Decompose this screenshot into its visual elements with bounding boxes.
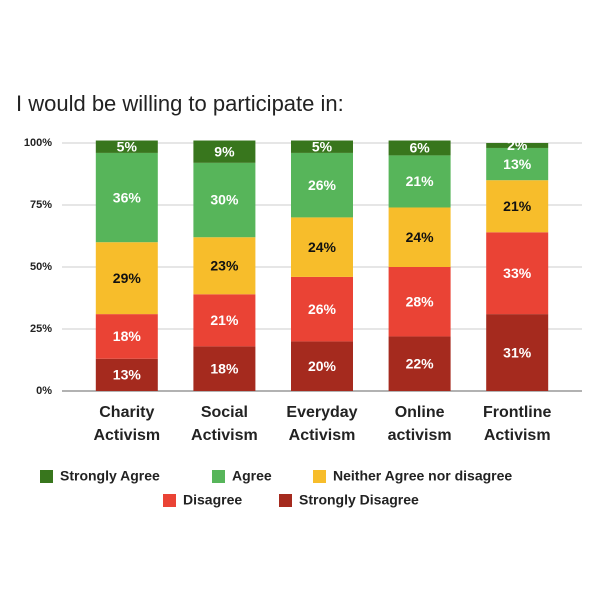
x-tick-label-line: Frontline bbox=[483, 404, 552, 421]
bar-segment bbox=[95, 140, 158, 153]
bar-segment bbox=[95, 314, 158, 359]
data-label: 26% bbox=[308, 177, 337, 193]
bar-segment bbox=[291, 341, 353, 391]
data-label: 5% bbox=[117, 138, 138, 154]
bar-segment bbox=[193, 140, 256, 163]
y-tick-label: 0% bbox=[36, 385, 52, 397]
x-tick-label-line: Activism bbox=[191, 427, 258, 444]
x-tick-label-line: Online bbox=[395, 404, 445, 421]
legend-swatch bbox=[212, 470, 225, 483]
x-tick-label: Frontline Activism bbox=[483, 404, 552, 444]
data-label: 36% bbox=[113, 189, 142, 205]
data-label: 9% bbox=[214, 143, 235, 159]
data-label: 22% bbox=[406, 355, 435, 371]
data-label: 31% bbox=[503, 344, 532, 360]
bar-segment bbox=[486, 180, 549, 233]
data-label: 13% bbox=[503, 156, 532, 172]
y-tick-label: 75% bbox=[30, 199, 52, 211]
bar-segment bbox=[193, 237, 256, 295]
bar-segment bbox=[486, 147, 549, 181]
x-tick-label: Social Activism bbox=[191, 404, 258, 444]
legend-swatch bbox=[163, 494, 176, 507]
bar-segment bbox=[388, 267, 451, 337]
legend-label: Disagree bbox=[183, 492, 242, 508]
data-label: 33% bbox=[503, 265, 532, 281]
bar-segment bbox=[388, 140, 451, 156]
bar-segment bbox=[193, 162, 256, 238]
data-label: 18% bbox=[113, 328, 142, 344]
bar-segment bbox=[388, 155, 451, 208]
x-tick-label: Charity Activism bbox=[93, 404, 160, 444]
x-tick-label-line: Activism bbox=[484, 427, 551, 444]
bar-segment bbox=[291, 276, 353, 342]
data-label: 21% bbox=[406, 173, 435, 189]
bar-segment bbox=[95, 358, 158, 391]
legend-swatch bbox=[313, 470, 326, 483]
data-label: 6% bbox=[409, 140, 430, 156]
x-tick-label: Everyday Activism bbox=[286, 404, 357, 444]
legend-label: Strongly Agree bbox=[60, 468, 160, 484]
bar-segment bbox=[291, 140, 353, 153]
bar-segment bbox=[486, 314, 549, 391]
data-label: 21% bbox=[503, 198, 532, 214]
y-tick-label: 50% bbox=[30, 261, 52, 273]
x-tick-label-line: Activism bbox=[93, 427, 160, 444]
data-label: 21% bbox=[210, 312, 239, 328]
bar-segment bbox=[291, 152, 353, 218]
x-tick-label-line: Activism bbox=[289, 427, 356, 444]
legend-label: Agree bbox=[232, 468, 272, 484]
data-label: 30% bbox=[210, 192, 239, 208]
data-label: 20% bbox=[308, 358, 337, 374]
bar-segment bbox=[193, 346, 256, 391]
data-label: 29% bbox=[113, 270, 142, 286]
chart-title: I would be willing to participate in: bbox=[16, 91, 344, 116]
bar-segment bbox=[388, 336, 451, 391]
legend-swatch bbox=[279, 494, 292, 507]
y-tick-label: 25% bbox=[30, 323, 52, 335]
bar-segment bbox=[388, 207, 451, 267]
data-label: 24% bbox=[406, 229, 435, 245]
data-label: 23% bbox=[210, 257, 239, 273]
legend-label: Neither Agree nor disagree bbox=[333, 468, 512, 484]
data-label: 13% bbox=[113, 367, 142, 383]
y-tick-label: 100% bbox=[24, 137, 52, 149]
x-tick-label-line: Social bbox=[201, 404, 248, 421]
legend-swatch bbox=[40, 470, 53, 483]
data-label: 26% bbox=[308, 301, 337, 317]
x-tick-label: Online activism bbox=[388, 404, 452, 444]
bar-segment bbox=[291, 217, 353, 277]
x-tick-label-line: Everyday bbox=[286, 404, 357, 421]
bar-segment bbox=[193, 294, 256, 347]
x-tick-label-line: Charity bbox=[99, 404, 154, 421]
data-label: 2% bbox=[507, 137, 528, 153]
data-label: 18% bbox=[210, 360, 239, 376]
bar-segment bbox=[486, 143, 549, 148]
bar-segment bbox=[95, 242, 158, 315]
legend-label: Strongly Disagree bbox=[299, 492, 419, 508]
bar-segment bbox=[486, 232, 549, 315]
data-label: 28% bbox=[406, 293, 435, 309]
data-label: 24% bbox=[308, 239, 337, 255]
x-tick-label-line: activism bbox=[388, 427, 452, 444]
bar-segment bbox=[95, 152, 158, 243]
data-label: 5% bbox=[312, 138, 333, 154]
